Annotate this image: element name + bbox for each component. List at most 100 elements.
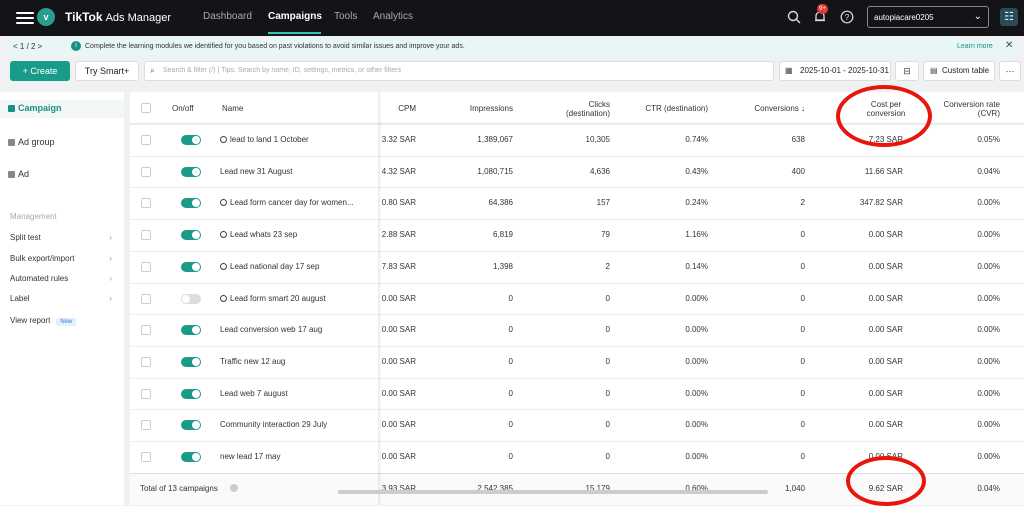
help-icon[interactable]: ? xyxy=(839,10,855,26)
total-cpm: 3.93 SAR xyxy=(381,484,416,493)
table-row[interactable]: Community interaction 29 July 0.00 SAR 0 0 0… xyxy=(130,409,1024,441)
cell-conversions: 400 xyxy=(791,166,805,176)
table-row[interactable]: Lead new 31 August 4.32 SAR 1,080,715 4,636… xyxy=(130,155,1024,188)
campaign-name[interactable]: Lead form cancer day for women... xyxy=(220,198,354,207)
cell-clicks: 0 xyxy=(605,356,610,366)
hamburger-menu-icon[interactable] xyxy=(16,9,34,25)
banner-pager[interactable]: < 1 / 2 > xyxy=(13,42,43,51)
learn-more-link[interactable]: Learn more xyxy=(957,43,993,50)
cell-clicks: 79 xyxy=(601,230,610,240)
campaigns-table: On/off Name CPM Impressions Clicks (desti… xyxy=(130,92,1024,505)
table-row[interactable]: Lead web 7 august 0.00 SAR 0 0 0.00% 0 0.00 SA… xyxy=(130,377,1024,410)
status-toggle[interactable] xyxy=(181,166,201,177)
search-input[interactable]: ⌕ Search & filter (/) | Tips: Search by n… xyxy=(144,61,774,81)
sidebar-item-ad[interactable]: Ad xyxy=(8,169,29,179)
header-onoff[interactable]: On/off xyxy=(172,104,194,113)
sidebar-link-split-test[interactable]: Split test › xyxy=(10,233,114,242)
tiktok-logo[interactable]: TikTok Ads Manager xyxy=(65,10,171,24)
row-checkbox[interactable] xyxy=(141,166,151,177)
status-toggle[interactable] xyxy=(181,356,201,367)
status-toggle[interactable] xyxy=(181,420,201,431)
header-cvr[interactable]: Conversion rate (CVR) xyxy=(930,100,1000,132)
campaign-name[interactable]: lead to land 1 October xyxy=(220,135,309,144)
row-checkbox[interactable] xyxy=(141,230,151,241)
nav-tab-campaigns[interactable]: Campaigns xyxy=(268,11,322,22)
status-toggle[interactable] xyxy=(181,230,201,241)
cell-clicks: 0 xyxy=(605,388,610,398)
account-selector[interactable]: autopiacare0205 ⌄ xyxy=(867,6,989,28)
campaign-name[interactable]: Lead conversion web 17 aug xyxy=(220,325,322,334)
table-row[interactable]: Lead whats 23 sep 2.88 SAR 6,819 79 1.16% 0 0.… xyxy=(130,219,1024,251)
cell-cpm: 0.00 SAR xyxy=(381,388,416,398)
row-checkbox[interactable] xyxy=(141,420,151,431)
campaign-name[interactable]: Lead web 7 august xyxy=(220,389,288,398)
try-smart-button[interactable]: Try Smart+ xyxy=(75,61,139,81)
header-clicks[interactable]: Clicks (destination) xyxy=(530,100,610,132)
close-icon[interactable]: ✕ xyxy=(1005,40,1014,51)
cell-cost-per-conversion: 0.00 SAR xyxy=(868,356,903,366)
compare-icon[interactable]: ⊟ xyxy=(895,61,919,81)
table-row[interactable]: Traffic new 12 aug 0.00 SAR 0 0 0.00% 0 0.00 S… xyxy=(130,345,1024,378)
more-options-button[interactable]: ··· xyxy=(999,61,1021,81)
nav-tab-analytics[interactable]: Analytics xyxy=(373,11,414,22)
row-checkbox[interactable] xyxy=(141,325,151,336)
campaign-name[interactable]: new lead 17 may xyxy=(220,452,280,461)
header-cvr-sub: (CVR) xyxy=(977,109,1000,118)
campaign-name[interactable]: Community interaction 29 July xyxy=(220,420,327,429)
campaign-name[interactable]: Lead form smart 20 august xyxy=(220,294,326,303)
cell-cost-per-conversion: 0.00 SAR xyxy=(868,293,903,303)
table-row[interactable]: Lead conversion web 17 aug 0.00 SAR 0 0 0.00… xyxy=(130,314,1024,346)
sidebar-link-label[interactable]: Label › xyxy=(10,294,114,303)
cell-conversions: 0 xyxy=(800,356,805,366)
header-name[interactable]: Name xyxy=(222,104,244,113)
header-cpm[interactable]: CPM xyxy=(398,104,416,113)
sidebar-item-ad-group[interactable]: Ad group xyxy=(8,137,55,147)
sidebar-item-campaign[interactable]: Campaign xyxy=(8,103,62,113)
sidebar-link-bulk-export[interactable]: Bulk export/import › xyxy=(10,254,114,263)
custom-table-button[interactable]: ▤ Custom table xyxy=(923,61,995,81)
sidebar-link-automated-rules[interactable]: Automated rules › xyxy=(10,274,114,283)
avatar[interactable]: v xyxy=(37,8,55,26)
info-icon[interactable] xyxy=(230,484,238,492)
date-range-picker[interactable]: ▦ 2025-10-01 - 2025-10-31 xyxy=(779,61,891,81)
status-toggle[interactable] xyxy=(181,452,201,462)
cell-cvr: 0.00% xyxy=(977,420,1000,430)
cell-cpm: 7.83 SAR xyxy=(381,261,416,271)
table-row[interactable]: Lead national day 17 sep 7.83 SAR 1,398 2 0.… xyxy=(130,250,1024,283)
row-checkbox[interactable] xyxy=(141,261,151,272)
status-toggle[interactable] xyxy=(181,198,201,209)
cell-cost-per-conversion: 11.66 SAR xyxy=(864,166,903,176)
row-checkbox[interactable] xyxy=(141,356,151,367)
horizontal-scrollbar[interactable] xyxy=(338,490,768,494)
search-icon[interactable] xyxy=(786,10,802,26)
header-impressions[interactable]: Impressions xyxy=(469,104,513,113)
sidebar-item-label: Ad group xyxy=(18,137,55,147)
sidebar-link-view-report[interactable]: View report New xyxy=(10,316,114,326)
cell-cpm: 0.80 SAR xyxy=(381,198,416,208)
header-conversions[interactable]: Conversions ↓ xyxy=(754,104,805,113)
campaign-name[interactable]: Lead whats 23 sep xyxy=(220,230,297,239)
table-row[interactable]: Lead form cancer day for women... 0.80 SA… xyxy=(130,187,1024,219)
header-ctr[interactable]: CTR (destination) xyxy=(645,104,708,113)
row-checkbox[interactable] xyxy=(141,388,151,399)
campaign-name[interactable]: Lead new 31 August xyxy=(220,167,293,176)
status-toggle[interactable] xyxy=(181,388,201,399)
select-all-checkbox[interactable] xyxy=(141,103,151,113)
account-profile-icon[interactable]: ☷ xyxy=(1000,8,1018,26)
campaign-name[interactable]: Lead national day 17 sep xyxy=(220,262,319,271)
nav-tab-tools[interactable]: Tools xyxy=(334,11,358,22)
row-checkbox[interactable] xyxy=(141,135,151,145)
nav-tab-dashboard[interactable]: Dashboard xyxy=(203,11,252,22)
status-toggle[interactable] xyxy=(181,293,201,304)
status-toggle[interactable] xyxy=(181,135,201,145)
table-row[interactable]: Lead form smart 20 august 0.00 SAR 0 0 0.00%… xyxy=(130,282,1024,315)
smart-campaign-icon xyxy=(220,136,227,143)
campaign-name-text: Lead web 7 august xyxy=(220,388,288,398)
row-checkbox[interactable] xyxy=(141,293,151,304)
create-button[interactable]: + Create xyxy=(10,61,70,81)
campaign-name[interactable]: Traffic new 12 aug xyxy=(220,357,285,366)
status-toggle[interactable] xyxy=(181,325,201,336)
row-checkbox[interactable] xyxy=(141,452,151,462)
status-toggle[interactable] xyxy=(181,261,201,272)
row-checkbox[interactable] xyxy=(141,198,151,209)
